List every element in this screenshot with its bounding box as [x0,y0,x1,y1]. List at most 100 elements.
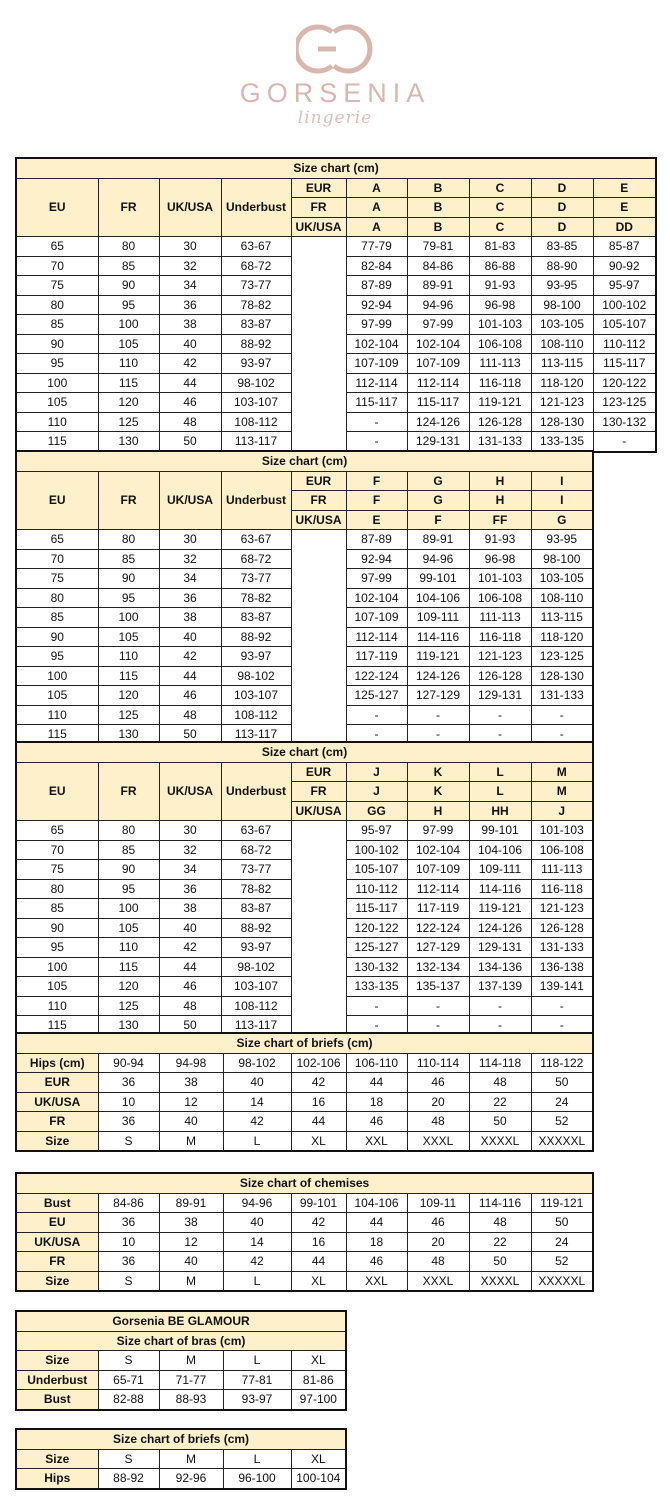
bust-cell: - [530,995,594,1016]
bust-cell: 97-99 [345,314,408,335]
value-cell: 40 [222,1072,292,1093]
band-cell: 68-72 [220,548,292,569]
band-cell: 63-67 [220,529,292,550]
bust-cell: - [406,704,470,725]
band-cell: 98-102 [220,665,292,686]
table-row: 105 120 46 103-107 115-117 115-117 119-121 121-… [15,392,657,413]
bust-cell: 128-130 [530,411,594,432]
band-cell: 95 [97,587,160,608]
band-cell: 115 [15,431,99,452]
bust-cell: 130-132 [592,411,657,432]
cup-size-header: L [468,781,532,802]
bust-cell: 93-95 [530,275,594,296]
band-cell: 105 [15,392,99,413]
cup-size-header: L [468,761,532,782]
bust-cell: 90-92 [592,255,657,276]
bust-cell: 102-104 [345,587,408,608]
cup-system-label: FR [290,197,347,218]
value-cell: XL [290,1350,347,1371]
bust-cell: 110-112 [592,333,657,354]
bust-cell: 89-91 [406,529,470,550]
bust-cell: 125-127 [345,685,408,706]
bust-cell: 123-125 [592,392,657,413]
bust-cell: 127-129 [406,685,470,706]
value-cell: L [222,1448,292,1469]
row-label: EU [15,1212,99,1233]
band-cell: 100 [97,607,160,628]
band-cell: 90 [97,568,160,589]
table-row: Bust 84-86 89-91 94-96 99-101 104-106 109-11 11… [15,1192,594,1213]
band-cell: 105 [97,333,160,354]
value-cell: XXXL [406,1270,470,1292]
table-row: 70 85 32 68-72 100-102 102-104 104-106 106-108 [15,839,594,860]
bust-cell: 133-135 [345,976,408,997]
bust-cell: 77-79 [345,236,408,257]
band-cell: 80 [15,294,99,315]
title-row: Size chart of briefs (cm) [15,1032,594,1054]
band-cell: 46 [158,392,222,413]
table-title: Size chart of bras (cm) [15,1330,347,1351]
band-cell: 95 [15,646,99,667]
band-cell: 90 [15,333,99,354]
value-cell: 18 [345,1091,408,1112]
cup-size-header: E [592,177,657,198]
bust-cell: 119-121 [406,646,470,667]
cup-size-header: J [345,781,408,802]
band-cell: 95 [15,353,99,374]
band-cell: 80 [97,236,160,257]
table-row: UK/USA 10 12 14 16 18 20 22 24 [15,1091,594,1112]
row-label: Size [15,1448,99,1469]
bust-cell: 87-89 [345,529,408,550]
value-cell: 10 [97,1231,160,1252]
table-row: EUR 36 38 40 42 44 46 48 50 [15,1072,594,1093]
bust-cell: - [592,431,657,452]
bust-cell: 139-141 [530,976,594,997]
table-row: 65 80 30 63-67 95-97 97-99 99-101 101-103 [15,820,594,1036]
column-header: Underbust [220,761,292,821]
value-cell: 38 [158,1072,224,1093]
value-cell: 114-118 [468,1052,532,1073]
band-cell: 115 [97,372,160,393]
column-header: EU [15,470,99,530]
cup-system-label: EUR [290,177,347,198]
value-cell: 16 [290,1091,347,1112]
value-cell: 22 [468,1231,532,1252]
bust-cell: 86-88 [468,255,532,276]
cup-size-header: I [530,470,594,491]
bust-cell: 101-103 [468,314,532,335]
value-cell: 12 [158,1091,224,1112]
value-cell: 89-91 [158,1192,224,1213]
value-cell: XXL [345,1130,408,1152]
bust-cell: 98-100 [530,548,594,569]
band-cell: 34 [158,275,222,296]
table-row: 105 120 46 103-107 125-127 127-129 129-131 131-… [15,685,594,706]
value-cell: 22 [468,1091,532,1112]
band-cell: 110 [15,704,99,725]
value-cell: 14 [222,1231,292,1252]
bust-cell: 111-113 [468,607,532,628]
bust-cell: 116-118 [530,878,594,899]
bust-cell: 95-97 [592,275,657,296]
bust-cell: 106-108 [468,587,532,608]
bust-cell: 100-102 [345,839,408,860]
value-cell: 92-96 [158,1468,224,1489]
value-cell: 50 [468,1111,532,1132]
band-cell: 73-77 [220,275,292,296]
row-label: Bust [15,1192,99,1213]
bust-cell: 111-113 [468,353,532,374]
band-cell: 78-82 [220,878,292,899]
bust-cell: 88-90 [530,255,594,276]
column-header: UK/USA [158,470,222,530]
bust-cell: 115-117 [345,898,408,919]
band-cell: 44 [158,956,222,977]
band-cell: 36 [158,294,222,315]
band-cell: 103-107 [220,392,292,413]
band-cell: 48 [158,411,222,432]
value-cell: S [97,1270,160,1292]
band-cell: 130 [97,724,160,745]
table-row: Hips (cm) 90-94 94-98 98-102 102-106 106-110 1… [15,1052,594,1073]
value-cell: 24 [530,1091,594,1112]
bust-cell: 99-101 [406,568,470,589]
bust-cell: 118-120 [530,626,594,647]
value-cell: 88-93 [158,1389,224,1410]
